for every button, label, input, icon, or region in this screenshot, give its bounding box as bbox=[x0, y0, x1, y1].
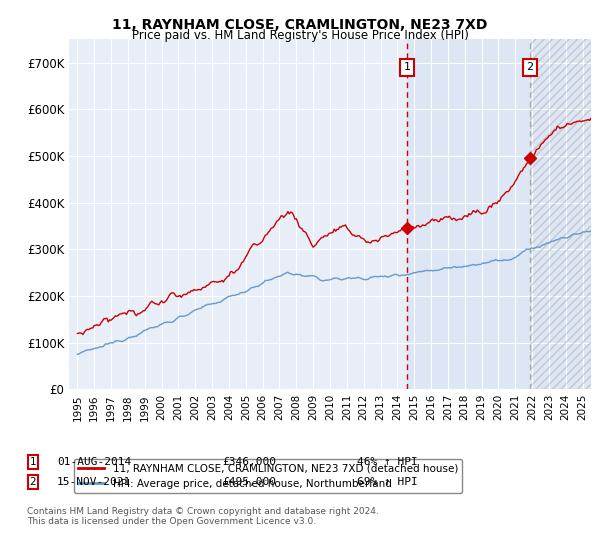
Text: 2: 2 bbox=[526, 62, 533, 72]
Text: 01-AUG-2014: 01-AUG-2014 bbox=[57, 457, 131, 467]
Text: £495,000: £495,000 bbox=[222, 477, 276, 487]
Text: 69% ↑ HPI: 69% ↑ HPI bbox=[357, 477, 418, 487]
Bar bbox=[407, 39, 530, 389]
Text: £346,000: £346,000 bbox=[222, 457, 276, 467]
Text: Price paid vs. HM Land Registry's House Price Index (HPI): Price paid vs. HM Land Registry's House … bbox=[131, 29, 469, 42]
Text: 15-NOV-2021: 15-NOV-2021 bbox=[57, 477, 131, 487]
Text: 2: 2 bbox=[29, 477, 37, 487]
Text: 46% ↑ HPI: 46% ↑ HPI bbox=[357, 457, 418, 467]
Text: 1: 1 bbox=[29, 457, 37, 467]
Text: 1: 1 bbox=[404, 62, 410, 72]
Bar bbox=[530, 39, 591, 389]
Bar bbox=[530, 39, 591, 389]
Text: 11, RAYNHAM CLOSE, CRAMLINGTON, NE23 7XD: 11, RAYNHAM CLOSE, CRAMLINGTON, NE23 7XD bbox=[112, 18, 488, 32]
Legend: 11, RAYNHAM CLOSE, CRAMLINGTON, NE23 7XD (detached house), HPI: Average price, d: 11, RAYNHAM CLOSE, CRAMLINGTON, NE23 7XD… bbox=[74, 459, 462, 493]
Text: Contains HM Land Registry data © Crown copyright and database right 2024.
This d: Contains HM Land Registry data © Crown c… bbox=[27, 507, 379, 526]
